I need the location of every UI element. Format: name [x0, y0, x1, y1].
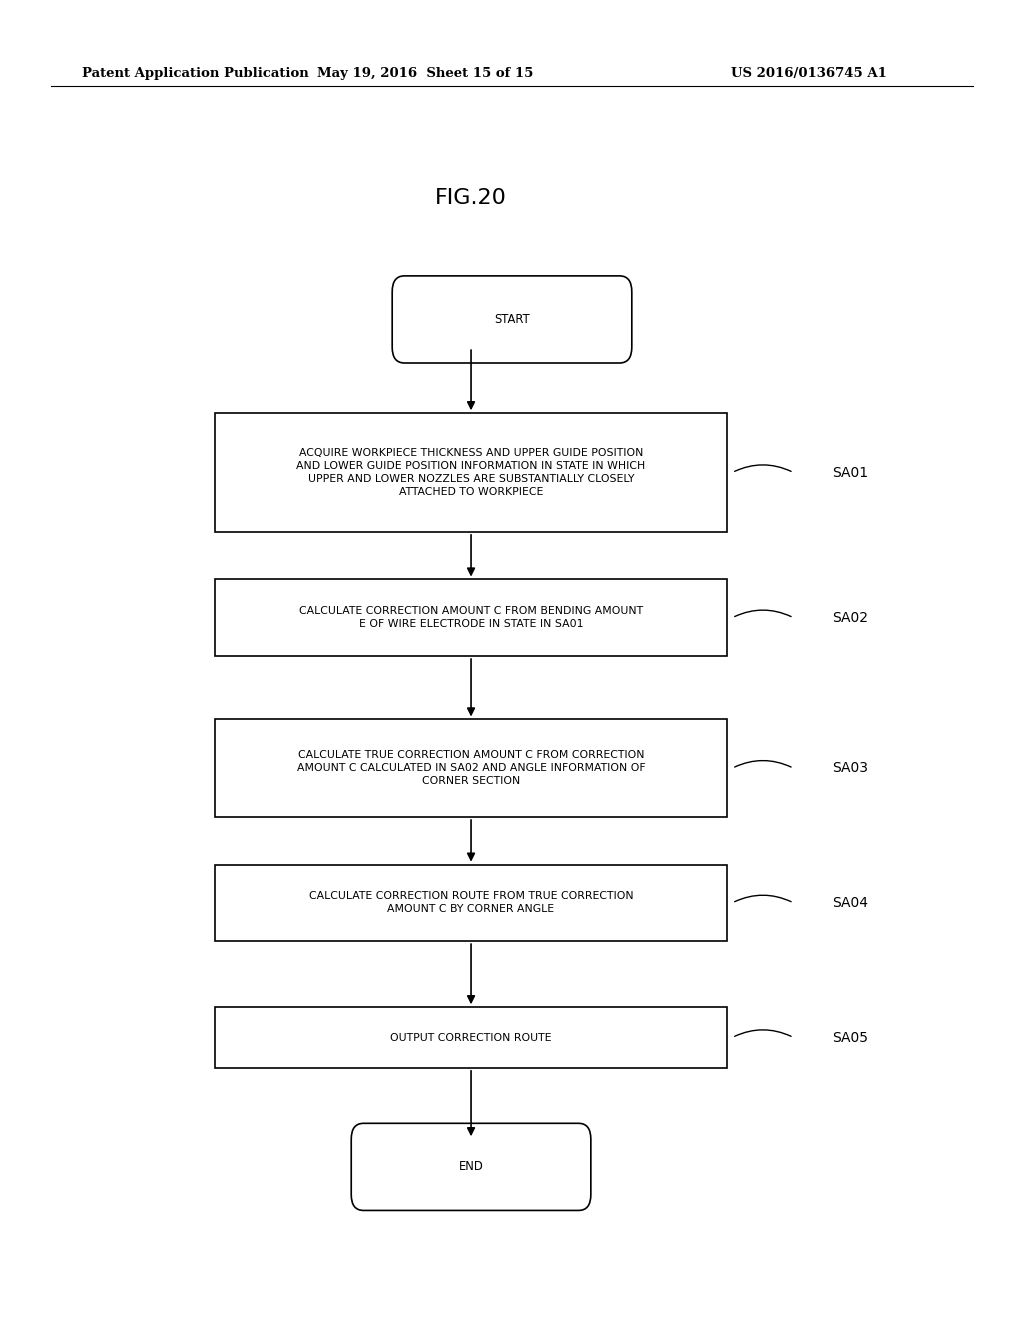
Text: Patent Application Publication: Patent Application Publication — [82, 67, 308, 81]
Bar — [215, 579, 727, 656]
Text: SA05: SA05 — [833, 1031, 868, 1044]
Bar — [215, 413, 727, 532]
Text: SA02: SA02 — [833, 611, 868, 624]
Bar — [215, 719, 727, 817]
Text: CALCULATE CORRECTION ROUTE FROM TRUE CORRECTION
AMOUNT C BY CORNER ANGLE: CALCULATE CORRECTION ROUTE FROM TRUE COR… — [308, 891, 634, 915]
Bar — [215, 1007, 727, 1068]
Text: END: END — [459, 1160, 483, 1173]
Text: OUTPUT CORRECTION ROUTE: OUTPUT CORRECTION ROUTE — [390, 1032, 552, 1043]
FancyBboxPatch shape — [351, 1123, 591, 1210]
Text: ACQUIRE WORKPIECE THICKNESS AND UPPER GUIDE POSITION
AND LOWER GUIDE POSITION IN: ACQUIRE WORKPIECE THICKNESS AND UPPER GU… — [296, 447, 646, 498]
Text: SA03: SA03 — [833, 762, 868, 775]
Text: May 19, 2016  Sheet 15 of 15: May 19, 2016 Sheet 15 of 15 — [316, 67, 534, 81]
Text: START: START — [495, 313, 529, 326]
Bar — [215, 865, 727, 941]
Text: SA01: SA01 — [833, 466, 868, 479]
FancyBboxPatch shape — [392, 276, 632, 363]
Text: CALCULATE TRUE CORRECTION AMOUNT C FROM CORRECTION
AMOUNT C CALCULATED IN SA02 A: CALCULATE TRUE CORRECTION AMOUNT C FROM … — [297, 750, 645, 787]
Text: SA04: SA04 — [833, 896, 868, 909]
Text: US 2016/0136745 A1: US 2016/0136745 A1 — [731, 67, 887, 81]
Text: FIG.20: FIG.20 — [435, 187, 507, 209]
Text: CALCULATE CORRECTION AMOUNT C FROM BENDING AMOUNT
E OF WIRE ELECTRODE IN STATE I: CALCULATE CORRECTION AMOUNT C FROM BENDI… — [299, 606, 643, 630]
